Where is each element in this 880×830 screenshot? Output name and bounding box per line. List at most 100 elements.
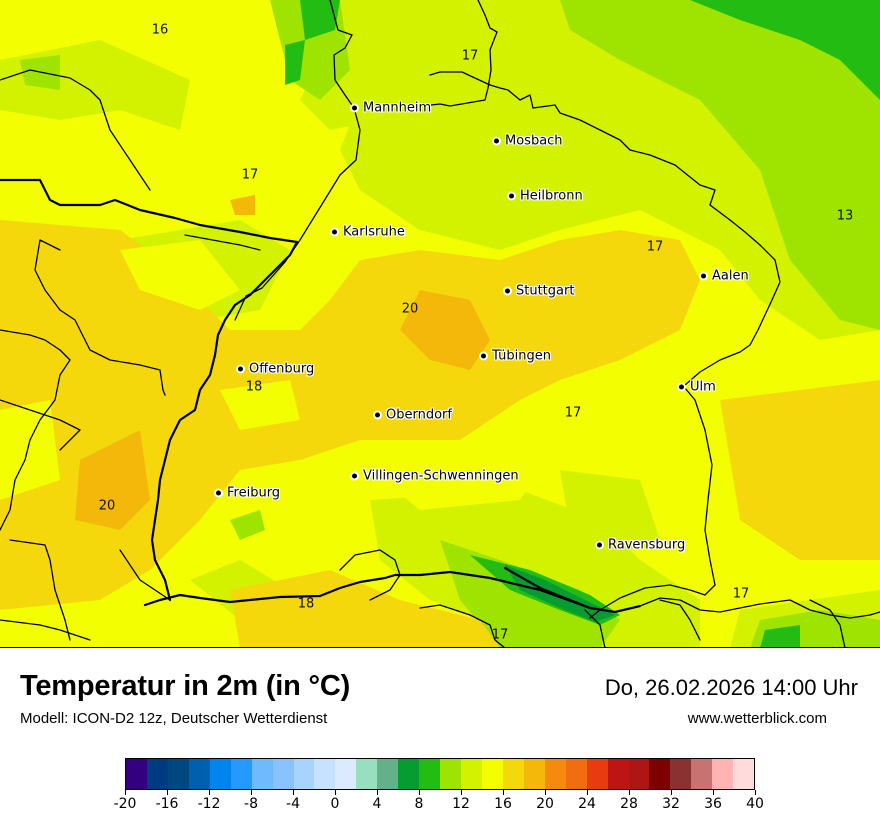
forecast-datetime: Do, 26.02.2026 14:00 Uhr — [604, 675, 858, 700]
colorbar-tick — [461, 790, 462, 795]
colorbar-segment — [461, 759, 482, 789]
temperature-field — [0, 0, 880, 648]
city-stuttgart: Stuttgart — [505, 284, 574, 299]
city-karlsruhe: Karlsruhe — [332, 225, 405, 240]
colorbar-tick-label: 0 — [330, 796, 340, 812]
colorbar-tick-label: 40 — [746, 796, 764, 812]
temp-label: 17 — [646, 239, 664, 255]
colorbar-tick — [335, 790, 336, 795]
temp-label: 20 — [401, 301, 419, 317]
city-name: Mosbach — [505, 133, 563, 149]
city-villingen-schwenningen: Villingen-Schwenningen — [352, 469, 519, 484]
colorbar-tick-label: 4 — [372, 796, 382, 812]
city-freiburg: Freiburg — [216, 486, 280, 501]
model-source: Modell: ICON-D2 12z, Deutscher Wetterdie… — [20, 710, 328, 727]
colorbar-segment — [607, 759, 629, 789]
city-dot-icon — [375, 412, 380, 418]
city-dot-icon — [238, 366, 243, 372]
map-bottom-border — [0, 647, 880, 648]
colorbar-segment — [251, 759, 273, 789]
colorbar-tick-label: 16 — [494, 796, 512, 812]
colorbar-segment — [335, 759, 357, 789]
colorbar-tick-label: -12 — [197, 796, 221, 812]
colorbar-tick — [419, 790, 420, 795]
city-dot-icon — [216, 490, 221, 496]
colorbar-tick — [209, 790, 210, 795]
colorbar-segment — [440, 759, 461, 789]
city-dot-icon — [679, 384, 684, 390]
city-offenburg: Offenburg — [238, 362, 314, 377]
temp-label: 17 — [732, 586, 750, 602]
colorbar-tick-label: 8 — [414, 796, 424, 812]
colorbar-tick-label: -8 — [244, 796, 258, 812]
city-dot-icon — [597, 542, 602, 548]
city-name: Stuttgart — [516, 283, 575, 299]
website-credit: www.wetterblick.com — [687, 710, 827, 727]
temperature-map: 16 17 17 13 17 20 18 17 20 17 18 17 Mann… — [0, 0, 880, 648]
colorbar-segment — [544, 759, 566, 789]
temp-label: 16 — [151, 22, 169, 38]
temperature-colorbar — [125, 758, 755, 790]
city-name: Ravensburg — [608, 537, 686, 553]
city-dot-icon — [509, 193, 514, 199]
colorbar-tick — [377, 790, 378, 795]
city-name: Tübingen — [492, 348, 551, 364]
colorbar-segment — [146, 759, 168, 789]
city-name: Karlsruhe — [343, 224, 405, 240]
city-name: Aalen — [712, 268, 749, 284]
colorbar-segment — [565, 759, 587, 789]
temp-label: 17 — [461, 48, 479, 64]
temp-label: 17 — [241, 167, 259, 183]
city-dot-icon — [332, 229, 337, 235]
colorbar-tick-label: 12 — [452, 796, 470, 812]
colorbar-segment — [272, 759, 294, 789]
colorbar-tick — [671, 790, 672, 795]
colorbar-segment — [398, 759, 420, 789]
colorbar-tick-label: 24 — [578, 796, 596, 812]
colorbar-tick-label: 32 — [662, 796, 680, 812]
city-ulm: Ulm — [679, 380, 716, 395]
colorbar-segment — [733, 759, 755, 789]
city-mannheim: Mannheim — [352, 101, 431, 116]
chart-title: Temperatur in 2m (in °C) — [20, 670, 351, 702]
colorbar-segment — [209, 759, 231, 789]
city-name: Villingen-Schwenningen — [363, 468, 519, 484]
city-name: Oberndorf — [386, 407, 452, 423]
temp-label: 20 — [98, 498, 116, 514]
colorbar-tick — [503, 790, 504, 795]
colorbar-tick — [587, 790, 588, 795]
colorbar-segment — [419, 759, 441, 789]
colorbar-segment — [628, 759, 650, 789]
city-name: Mannheim — [363, 100, 432, 116]
colorbar-tick-label: 36 — [704, 796, 722, 812]
colorbar-segment — [523, 759, 545, 789]
city-dot-icon — [494, 138, 499, 144]
temp-label: 17 — [564, 405, 582, 421]
colorbar-tick — [713, 790, 714, 795]
colorbar-segment — [691, 759, 713, 789]
city-dot-icon — [505, 288, 510, 294]
colorbar-segment — [188, 759, 210, 789]
colorbar-tick — [251, 790, 252, 795]
colorbar-segment — [167, 759, 189, 789]
city-dot-icon — [481, 353, 486, 359]
colorbar-segment — [670, 759, 692, 789]
colorbar-ticks: -20 -16 -12 -8 -4 0 4 8 12 16 20 24 28 32 36 40 — [114, 790, 764, 820]
colorbar-segment — [712, 759, 734, 789]
city-name: Heilbronn — [520, 188, 583, 204]
colorbar-tick — [167, 790, 168, 795]
colorbar-tick-label: -4 — [286, 796, 300, 812]
colorbar-tick-label: -16 — [155, 796, 179, 812]
city-name: Freiburg — [227, 485, 281, 501]
temp-label: 18 — [245, 379, 263, 395]
city-aalen: Aalen — [701, 269, 749, 284]
colorbar-segment — [481, 759, 503, 789]
temp-label: 18 — [297, 596, 315, 612]
city-tuebingen: Tübingen — [481, 349, 551, 364]
colorbar-segment — [230, 759, 252, 789]
colorbar-segment — [502, 759, 524, 789]
city-name: Offenburg — [249, 361, 315, 377]
city-dot-icon — [352, 473, 357, 479]
city-dot-icon — [352, 105, 357, 111]
colorbar-tick — [125, 790, 126, 795]
